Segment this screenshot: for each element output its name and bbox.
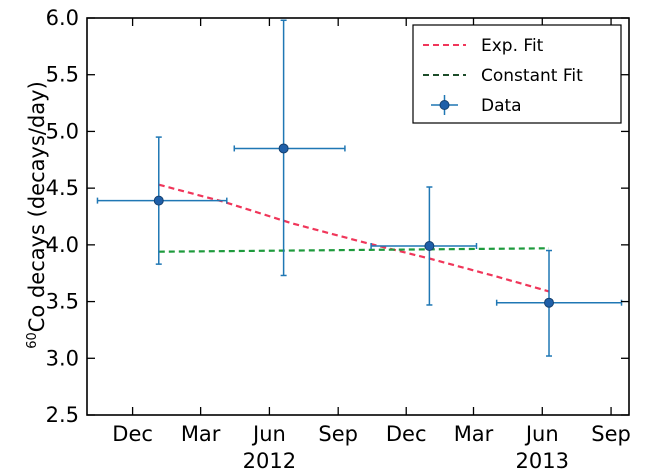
x-tick-label: Dec — [112, 422, 153, 446]
y-tick-label: 4.0 — [46, 233, 79, 257]
x-tick-label: Sep — [591, 422, 631, 446]
x-year-label: 2013 — [516, 449, 569, 473]
y-axis-ticks: 2.5 3.0 3.5 4.0 4.5 5.0 5.5 6.0 — [46, 6, 629, 427]
x-year-label: 2012 — [243, 449, 296, 473]
plot-frame — [86, 17, 630, 416]
y-tick-label: 3.0 — [46, 346, 79, 370]
data-point — [153, 195, 164, 206]
fit-lines — [158, 183, 550, 293]
legend-data-label: Data — [481, 96, 522, 116]
y-tick-label: 6.0 — [46, 6, 79, 30]
x-tick-label: Sep — [318, 422, 358, 446]
legend: Exp. Fit Constant Fit Data — [412, 24, 622, 124]
data-point — [278, 143, 289, 154]
data-point — [424, 240, 435, 251]
data-points — [153, 143, 555, 308]
legend-constant-fit-label: Constant Fit — [481, 66, 583, 86]
y-tick-label: 4.5 — [46, 176, 79, 200]
constant-fit-line — [158, 247, 550, 253]
y-axis-label-superscript: 60 — [25, 332, 40, 349]
x-tick-label: Mar — [454, 422, 494, 446]
x-tick-label: Mar — [181, 422, 221, 446]
x-axis-ticks: Dec Mar Jun Sep Dec Mar Jun Sep — [112, 18, 631, 446]
y-axis-label: 60Co decays (decays/day) — [25, 81, 49, 349]
data-point — [544, 297, 555, 308]
x-tick-label: Jun — [251, 422, 286, 446]
y-tick-label: 5.5 — [46, 63, 79, 87]
exp-fit-line — [158, 183, 550, 293]
x-tick-label: Jun — [524, 422, 559, 446]
y-tick-label: 2.5 — [46, 403, 79, 427]
y-axis-label-main: Co decays (decays/day) — [25, 81, 49, 332]
legend-data-swatch-marker — [439, 100, 450, 110]
y-tick-label: 5.0 — [46, 119, 79, 143]
legend-exp-fit-label: Exp. Fit — [481, 36, 544, 56]
x-tick-label: Dec — [386, 422, 427, 446]
year-labels: 2012 2013 — [243, 449, 569, 473]
y-tick-label: 3.5 — [46, 290, 79, 314]
